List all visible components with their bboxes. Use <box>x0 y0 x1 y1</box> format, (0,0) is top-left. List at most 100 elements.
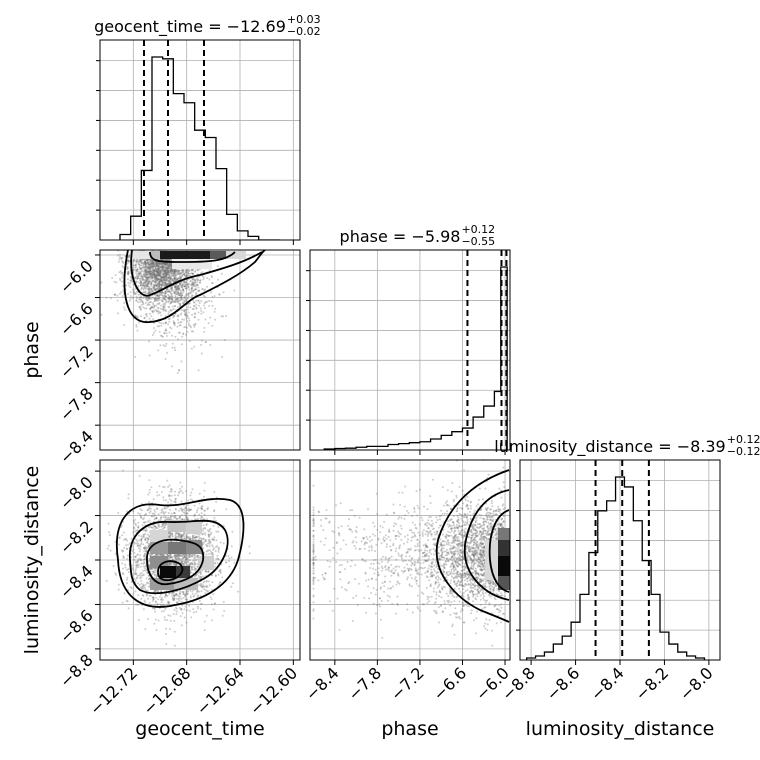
sample-point <box>178 553 181 556</box>
sample-point <box>214 565 217 568</box>
sample-point <box>141 258 144 261</box>
sample-point <box>194 279 197 282</box>
sample-point <box>167 601 170 604</box>
sample-point <box>137 521 140 524</box>
sample-point <box>149 291 151 294</box>
sample-point <box>191 268 194 271</box>
sample-point <box>185 512 188 515</box>
sample-point <box>178 559 181 562</box>
sample-point <box>137 542 139 545</box>
sample-point <box>193 345 196 348</box>
sample-point <box>165 518 168 521</box>
sample-point <box>182 534 185 537</box>
sample-point <box>145 273 147 276</box>
sample-point <box>142 535 145 538</box>
sample-point <box>167 536 170 539</box>
sample-point <box>169 561 172 564</box>
sample-point <box>205 539 207 541</box>
sample-point <box>211 304 214 307</box>
sample-point <box>170 265 173 268</box>
sample-point <box>175 563 178 566</box>
sample-point <box>156 282 159 285</box>
sample-point <box>167 267 170 270</box>
sample-point <box>175 601 178 604</box>
sample-point <box>142 608 145 611</box>
sample-point <box>218 581 221 584</box>
sample-point <box>184 560 187 563</box>
sample-point <box>157 523 160 525</box>
sample-point <box>152 303 155 306</box>
sample-point <box>192 299 195 302</box>
sample-point <box>157 265 160 268</box>
sample-point <box>199 573 202 576</box>
sample-point <box>143 307 146 310</box>
sample-point <box>166 271 169 273</box>
sample-point <box>156 276 159 279</box>
sample-point <box>107 522 110 525</box>
sample-point <box>167 563 170 566</box>
sample-point <box>160 516 163 519</box>
sample-point <box>178 590 181 593</box>
sample-point <box>175 592 178 595</box>
sample-point <box>147 280 150 283</box>
sample-point <box>148 263 151 266</box>
sample-point <box>161 290 164 293</box>
sample-point <box>186 287 188 290</box>
sample-point <box>158 269 160 272</box>
sample-point <box>131 567 134 570</box>
sample-point <box>131 296 134 299</box>
sample-point <box>185 557 188 560</box>
sample-point <box>156 527 159 530</box>
sample-point <box>139 279 142 282</box>
sample-point <box>132 264 135 267</box>
sample-point <box>204 318 207 321</box>
sample-point <box>174 280 177 283</box>
sample-point <box>160 266 162 269</box>
sample-point <box>136 329 139 332</box>
sample-point <box>214 574 217 577</box>
sample-point <box>183 310 186 313</box>
sample-point <box>184 274 187 277</box>
sample-point <box>147 280 150 283</box>
sample-point <box>190 287 193 290</box>
sample-point <box>174 269 177 272</box>
sample-point <box>171 298 174 301</box>
sample-point <box>127 607 130 610</box>
sample-point <box>151 526 154 529</box>
sample-point <box>163 262 165 265</box>
sample-point <box>166 266 169 269</box>
sample-point <box>194 562 196 565</box>
y-tick-label: −6.6 <box>56 299 97 340</box>
sample-point <box>151 334 154 337</box>
sample-point <box>154 279 157 282</box>
sample-point <box>187 317 190 320</box>
sample-point <box>192 283 195 285</box>
density-cell <box>172 259 212 269</box>
sample-point <box>161 269 164 272</box>
sample-point <box>169 262 172 265</box>
sample-point <box>165 283 168 286</box>
sample-point <box>145 277 148 280</box>
sample-point <box>163 281 166 284</box>
sample-point <box>141 284 144 287</box>
sample-point <box>138 266 141 269</box>
sample-point <box>170 294 173 297</box>
sample-point <box>164 278 167 280</box>
sample-point <box>180 360 183 363</box>
sample-point <box>152 262 155 265</box>
sample-point <box>207 540 210 543</box>
sample-point <box>174 277 177 280</box>
sample-point <box>164 262 167 265</box>
sample-point <box>185 271 188 274</box>
sample-point <box>184 594 187 597</box>
sample-point <box>159 272 161 275</box>
sample-point <box>158 294 161 297</box>
sample-point <box>146 283 149 286</box>
sample-point <box>179 276 182 279</box>
sample-point <box>201 541 204 544</box>
sample-point <box>153 271 156 274</box>
sample-point <box>146 259 149 262</box>
sample-point <box>183 301 186 303</box>
sample-point <box>145 270 148 273</box>
sample-point <box>168 276 171 279</box>
